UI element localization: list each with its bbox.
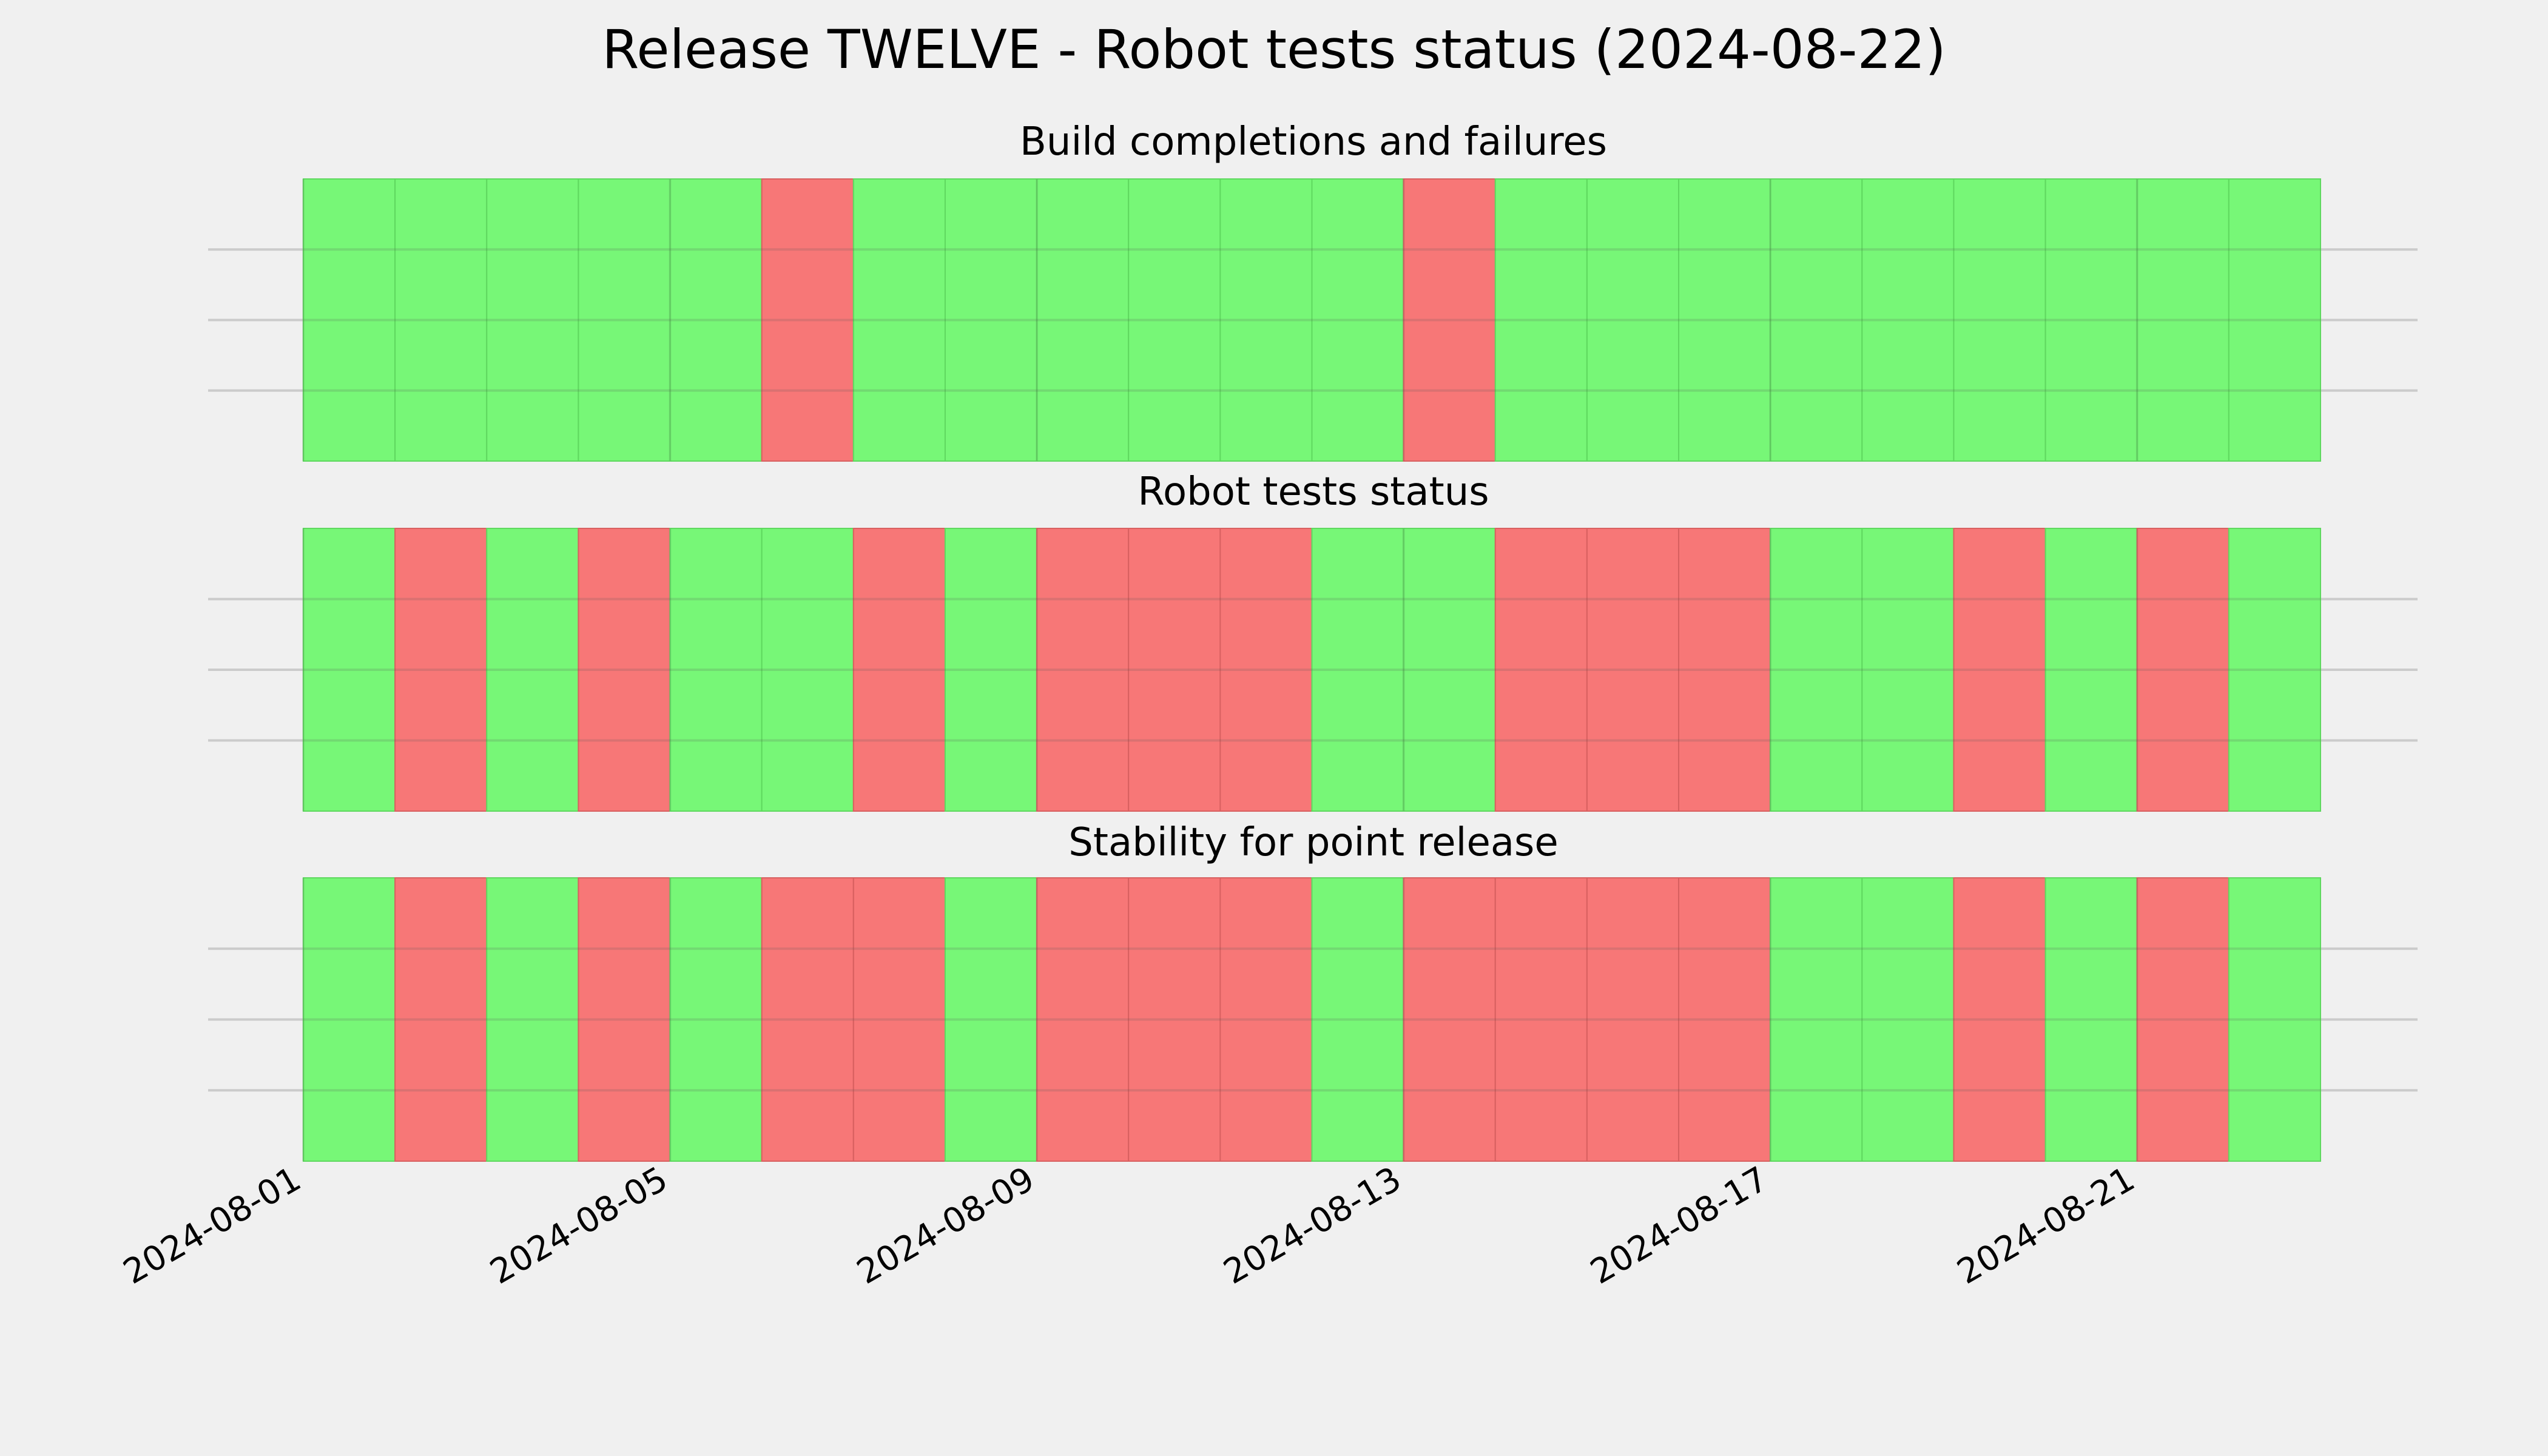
day-bar-2024-08-18-pass (1861, 528, 1955, 812)
panel-stability: Stability for point release (208, 820, 2418, 1162)
day-bar-2024-08-14-pass (1494, 178, 1588, 462)
day-bar-2024-08-01-pass (303, 528, 396, 812)
day-bar-2024-08-04-fail (578, 877, 671, 1162)
day-bar-2024-08-09-fail (1036, 877, 1130, 1162)
day-bar-2024-08-02-fail (394, 528, 488, 812)
day-bar-2024-08-08-pass (944, 178, 1038, 462)
day-bar-2024-08-06-fail (761, 178, 854, 462)
panel-build-days (302, 178, 2321, 462)
day-bar-2024-08-21-pass (2136, 178, 2230, 462)
day-bar-2024-08-12-pass (1311, 877, 1404, 1162)
day-bar-2024-08-12-pass (1311, 528, 1404, 812)
day-bar-2024-08-18-pass (1861, 178, 1955, 462)
day-bar-2024-08-14-fail (1494, 528, 1588, 812)
day-bar-2024-08-22-pass (2228, 877, 2321, 1162)
panel-stability-days (302, 877, 2321, 1162)
day-bar-2024-08-12-pass (1311, 178, 1404, 462)
day-bar-2024-08-07-fail (852, 877, 946, 1162)
day-bar-2024-08-14-fail (1494, 877, 1588, 1162)
panel-build: Build completions and failures (208, 120, 2418, 462)
day-bar-2024-08-10-fail (1128, 528, 1221, 812)
day-bar-2024-08-04-fail (578, 528, 671, 812)
day-bar-2024-08-09-pass (1036, 178, 1130, 462)
day-bar-2024-08-03-pass (486, 528, 579, 812)
day-bar-2024-08-01-pass (303, 178, 396, 462)
day-bar-2024-08-04-pass (578, 178, 671, 462)
day-bar-2024-08-19-fail (1953, 877, 2046, 1162)
day-bar-2024-08-09-fail (1036, 528, 1130, 812)
day-bar-2024-08-10-pass (1128, 178, 1221, 462)
day-bar-2024-08-11-pass (1219, 178, 1313, 462)
day-bar-2024-08-17-pass (1770, 528, 1863, 812)
day-bar-2024-08-15-fail (1586, 877, 1680, 1162)
day-bar-2024-08-13-pass (1403, 528, 1496, 812)
day-bar-2024-08-05-pass (669, 528, 763, 812)
day-bar-2024-08-20-pass (2044, 877, 2138, 1162)
day-bar-2024-08-10-fail (1128, 877, 1221, 1162)
day-bar-2024-08-19-fail (1953, 528, 2046, 812)
day-bar-2024-08-21-fail (2136, 528, 2230, 812)
day-bar-2024-08-03-pass (486, 178, 579, 462)
day-bar-2024-08-06-fail (761, 877, 854, 1162)
panel-robot-title: Robot tests status (1138, 470, 1489, 514)
day-bar-2024-08-22-pass (2228, 528, 2321, 812)
day-bar-2024-08-08-pass (944, 528, 1038, 812)
chart-title: Release TWELVE - Robot tests status (202… (602, 18, 1946, 81)
day-bar-2024-08-15-fail (1586, 528, 1680, 812)
day-bar-2024-08-13-fail (1403, 178, 1496, 462)
day-bar-2024-08-16-fail (1678, 877, 1771, 1162)
day-bar-2024-08-20-pass (2044, 178, 2138, 462)
panel-robot-days (302, 528, 2321, 812)
day-bar-2024-08-13-fail (1403, 877, 1496, 1162)
panel-build-title: Build completions and failures (1020, 120, 1607, 164)
day-bar-2024-08-07-fail (852, 528, 946, 812)
panel-robot: Robot tests status (208, 470, 2418, 812)
day-bar-2024-08-08-pass (944, 877, 1038, 1162)
panel-stability-title: Stability for point release (1068, 820, 1559, 865)
day-bar-2024-08-01-pass (303, 877, 396, 1162)
day-bar-2024-08-16-fail (1678, 528, 1771, 812)
day-bar-2024-08-02-fail (394, 877, 488, 1162)
day-bar-2024-08-22-pass (2228, 178, 2321, 462)
day-bar-2024-08-07-pass (852, 178, 946, 462)
day-bar-2024-08-18-pass (1861, 877, 1955, 1162)
day-bar-2024-08-03-pass (486, 877, 579, 1162)
day-bar-2024-08-17-pass (1770, 178, 1863, 462)
day-bar-2024-08-05-pass (669, 877, 763, 1162)
day-bar-2024-08-06-pass (761, 528, 854, 812)
day-bar-2024-08-20-pass (2044, 528, 2138, 812)
day-bar-2024-08-05-pass (669, 178, 763, 462)
day-bar-2024-08-21-fail (2136, 877, 2230, 1162)
